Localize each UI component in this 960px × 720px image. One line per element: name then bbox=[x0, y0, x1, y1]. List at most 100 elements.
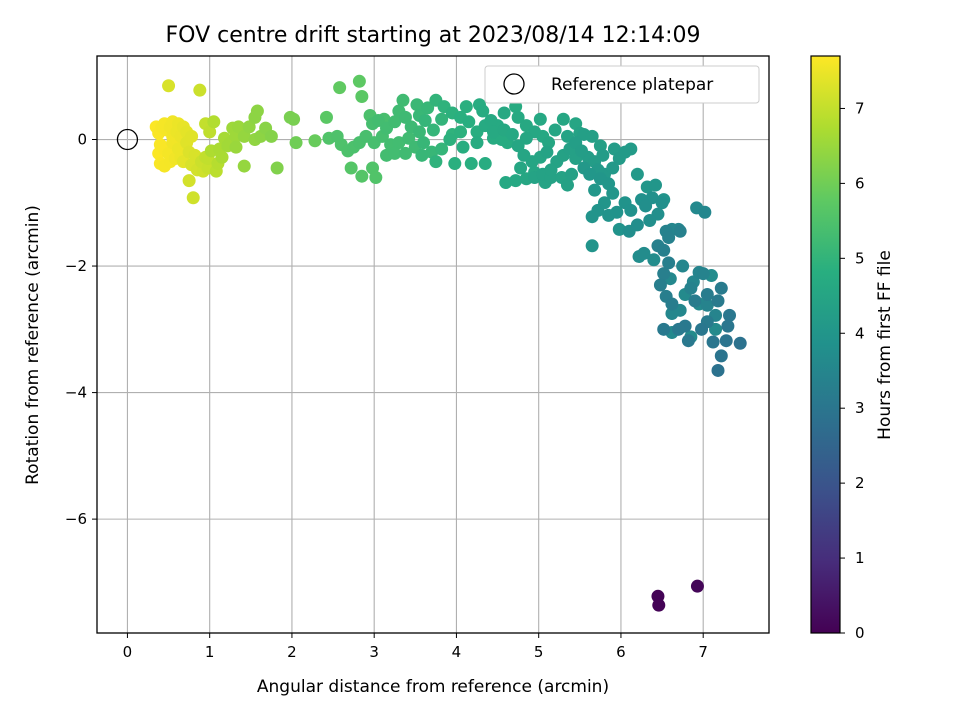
data-point bbox=[486, 125, 500, 139]
data-point bbox=[665, 306, 679, 320]
reference-point-marker bbox=[116, 128, 139, 151]
data-point bbox=[519, 131, 533, 145]
data-point bbox=[637, 246, 651, 260]
legend-label: Reference platepar bbox=[551, 75, 713, 95]
x-tick-label: 1 bbox=[205, 643, 215, 661]
data-point bbox=[653, 278, 667, 292]
y-axis-ticks: 0 −2 −4 −6 bbox=[65, 131, 97, 528]
data-point bbox=[418, 114, 432, 128]
data-point bbox=[706, 335, 720, 349]
data-point bbox=[237, 159, 251, 173]
data-point bbox=[606, 161, 620, 175]
colorbar-ticks: 0 1 2 3 4 5 6 7 bbox=[840, 99, 865, 642]
legend-marker-icon bbox=[503, 73, 525, 95]
data-point bbox=[711, 294, 725, 308]
data-point bbox=[476, 104, 490, 118]
data-points bbox=[149, 74, 747, 612]
data-point bbox=[721, 319, 735, 333]
data-point bbox=[250, 104, 264, 118]
data-point bbox=[398, 110, 412, 124]
colorbar-tick-label: 2 bbox=[855, 474, 865, 492]
data-point bbox=[207, 115, 221, 129]
data-point bbox=[448, 157, 462, 171]
grid-lines bbox=[97, 56, 769, 633]
x-axis-ticks: 0 1 2 3 4 5 6 7 bbox=[123, 633, 708, 661]
data-point bbox=[700, 288, 714, 302]
data-point bbox=[514, 161, 528, 175]
data-point bbox=[417, 136, 431, 150]
data-point bbox=[647, 253, 661, 267]
data-point bbox=[657, 322, 671, 336]
data-point bbox=[723, 308, 737, 322]
data-point bbox=[556, 112, 570, 126]
data-point bbox=[193, 83, 207, 97]
plot-frame bbox=[96, 55, 770, 634]
data-point bbox=[352, 74, 366, 88]
chart-title: FOV centre drift starting at 2023/08/14 … bbox=[166, 23, 701, 48]
data-point bbox=[565, 167, 579, 181]
data-point bbox=[511, 110, 525, 124]
data-point bbox=[344, 161, 358, 175]
data-point bbox=[711, 363, 725, 377]
colorbar-tick-label: 6 bbox=[855, 174, 865, 192]
colorbar-tick-label: 0 bbox=[855, 624, 865, 642]
data-point bbox=[596, 148, 610, 162]
data-point bbox=[186, 191, 200, 205]
data-point bbox=[588, 183, 602, 197]
x-tick-label: 5 bbox=[534, 643, 544, 661]
data-point bbox=[511, 139, 525, 153]
data-point bbox=[289, 136, 303, 150]
data-point bbox=[402, 131, 416, 145]
data-point bbox=[714, 349, 728, 363]
data-point bbox=[388, 115, 402, 129]
data-point bbox=[630, 218, 644, 232]
data-point bbox=[231, 120, 245, 134]
y-axis-label: Rotation from reference (arcmin) bbox=[23, 205, 43, 485]
data-point bbox=[464, 157, 478, 171]
data-point bbox=[684, 281, 698, 295]
data-point bbox=[560, 178, 574, 192]
colorbar-tick-label: 5 bbox=[855, 249, 865, 267]
data-point bbox=[695, 322, 709, 336]
colorbar-label: Hours from first FF file bbox=[875, 250, 895, 440]
data-point bbox=[185, 129, 199, 143]
data-point bbox=[585, 239, 599, 253]
data-point bbox=[714, 281, 728, 295]
data-point bbox=[369, 170, 383, 184]
data-point bbox=[662, 256, 676, 270]
data-point bbox=[612, 222, 626, 236]
data-point bbox=[478, 157, 492, 171]
data-point bbox=[672, 322, 686, 336]
data-point bbox=[643, 213, 657, 227]
data-point bbox=[203, 125, 217, 139]
data-point bbox=[540, 145, 554, 159]
data-point bbox=[308, 134, 322, 148]
data-point bbox=[583, 167, 597, 181]
data-point bbox=[624, 203, 638, 217]
data-point bbox=[462, 115, 476, 129]
y-tick-label: −4 bbox=[65, 384, 87, 402]
x-tick-label: 0 bbox=[123, 643, 133, 661]
colorbar-tick-label: 7 bbox=[855, 99, 865, 117]
x-tick-label: 4 bbox=[452, 643, 462, 661]
y-tick-label: 0 bbox=[77, 131, 87, 149]
data-point bbox=[484, 114, 498, 128]
data-point bbox=[709, 322, 723, 336]
data-point bbox=[456, 140, 470, 154]
x-tick-label: 2 bbox=[287, 643, 297, 661]
x-tick-label: 7 bbox=[698, 643, 708, 661]
data-point bbox=[690, 579, 704, 593]
data-point bbox=[648, 178, 662, 192]
data-point bbox=[657, 267, 671, 281]
colorbar-tick-label: 3 bbox=[855, 399, 865, 417]
data-point bbox=[630, 167, 644, 181]
x-tick-label: 6 bbox=[616, 643, 626, 661]
colorbar-tick-label: 1 bbox=[855, 549, 865, 567]
colorbar-frame bbox=[810, 55, 841, 634]
data-point bbox=[355, 169, 369, 183]
data-point bbox=[665, 297, 679, 311]
data-point bbox=[544, 163, 558, 177]
colorbar-tick-label: 4 bbox=[855, 324, 865, 342]
data-point bbox=[435, 112, 449, 126]
data-point bbox=[499, 176, 513, 190]
